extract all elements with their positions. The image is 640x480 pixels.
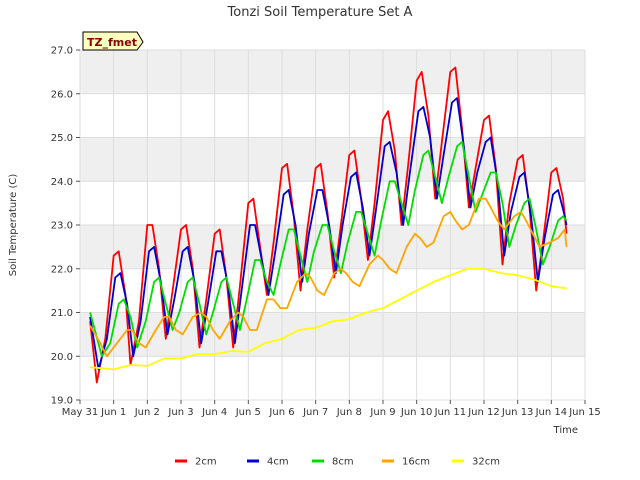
x-tick-label-6: Jun 6: [268, 407, 294, 418]
legend: 2cm 4cm 8cm 16cm 32cm: [175, 457, 500, 468]
x-axis-label: Time: [553, 425, 578, 436]
x-tick-label-15: Jun 15: [568, 407, 601, 418]
band-1: [80, 312, 585, 357]
annotation-box: [82, 31, 144, 51]
legend-label-4cm: 4cm: [267, 457, 289, 468]
y-axis-ticks: 19.0 20.0 21.0 22.0 23.0 24.0 25.0 26.0 27.0: [51, 46, 80, 407]
x-tick-label-9: Jun 9: [369, 407, 395, 418]
x-tick-label-1: Jun 1: [100, 407, 126, 418]
y-tick-label-0: 19.0: [51, 396, 73, 407]
x-tick-label-4: Jun 4: [201, 407, 227, 418]
x-tick-label-2: Jun 2: [134, 407, 160, 418]
series-line-32cm: [90, 267, 567, 371]
legend-label-2cm: 2cm: [195, 457, 217, 468]
x-tick-label-0: May 31: [62, 407, 99, 418]
y-tick-label-6: 25.0: [51, 133, 73, 144]
band-5: [80, 137, 585, 182]
site-annotation: TZ_fmet: [82, 31, 144, 51]
background-bands: [80, 50, 585, 357]
y-tick-label-1: 20.0: [51, 352, 73, 363]
annotation-text: TZ_fmet: [87, 36, 137, 49]
x-tick-label-11: Jun 11: [434, 407, 467, 418]
x-axis-ticks: May 31 Jun 1 Jun 2 Jun 3 Jun 4 Jun 5 Jun 6 Jun …: [62, 400, 601, 418]
series-line-2cm: [89, 66, 568, 384]
x-tick-label-8: Jun 8: [336, 407, 362, 418]
series-lines: [89, 66, 568, 384]
x-tick-label-12: Jun 12: [467, 407, 500, 418]
y-tick-label-7: 26.0: [51, 89, 73, 100]
chart-title: Tonzi Soil Temperature Set A: [227, 5, 413, 20]
series-line-16cm: [89, 197, 568, 358]
series-line-4cm: [89, 97, 568, 371]
y-tick-label-5: 24.0: [51, 177, 73, 188]
y-tick-label-4: 23.0: [51, 221, 73, 232]
legend-label-32cm: 32cm: [472, 457, 500, 468]
y-tick-label-8: 27.0: [51, 46, 73, 57]
band-7: [80, 50, 585, 94]
x-tick-label-3: Jun 3: [167, 407, 193, 418]
y-tick-label-3: 22.0: [51, 264, 73, 275]
x-tick-label-7: Jun 7: [302, 407, 328, 418]
x-tick-label-10: Jun 10: [400, 407, 433, 418]
x-tick-label-13: Jun 13: [501, 407, 534, 418]
x-tick-label-14: Jun 14: [535, 407, 568, 418]
y-axis-label: Soil Temperature (C): [8, 174, 19, 277]
legend-label-8cm: 8cm: [332, 457, 354, 468]
legend-label-16cm: 16cm: [402, 457, 430, 468]
y-tick-label-2: 21.0: [51, 308, 73, 319]
series-line-8cm: [89, 141, 568, 358]
x-tick-label-5: Jun 5: [235, 407, 261, 418]
